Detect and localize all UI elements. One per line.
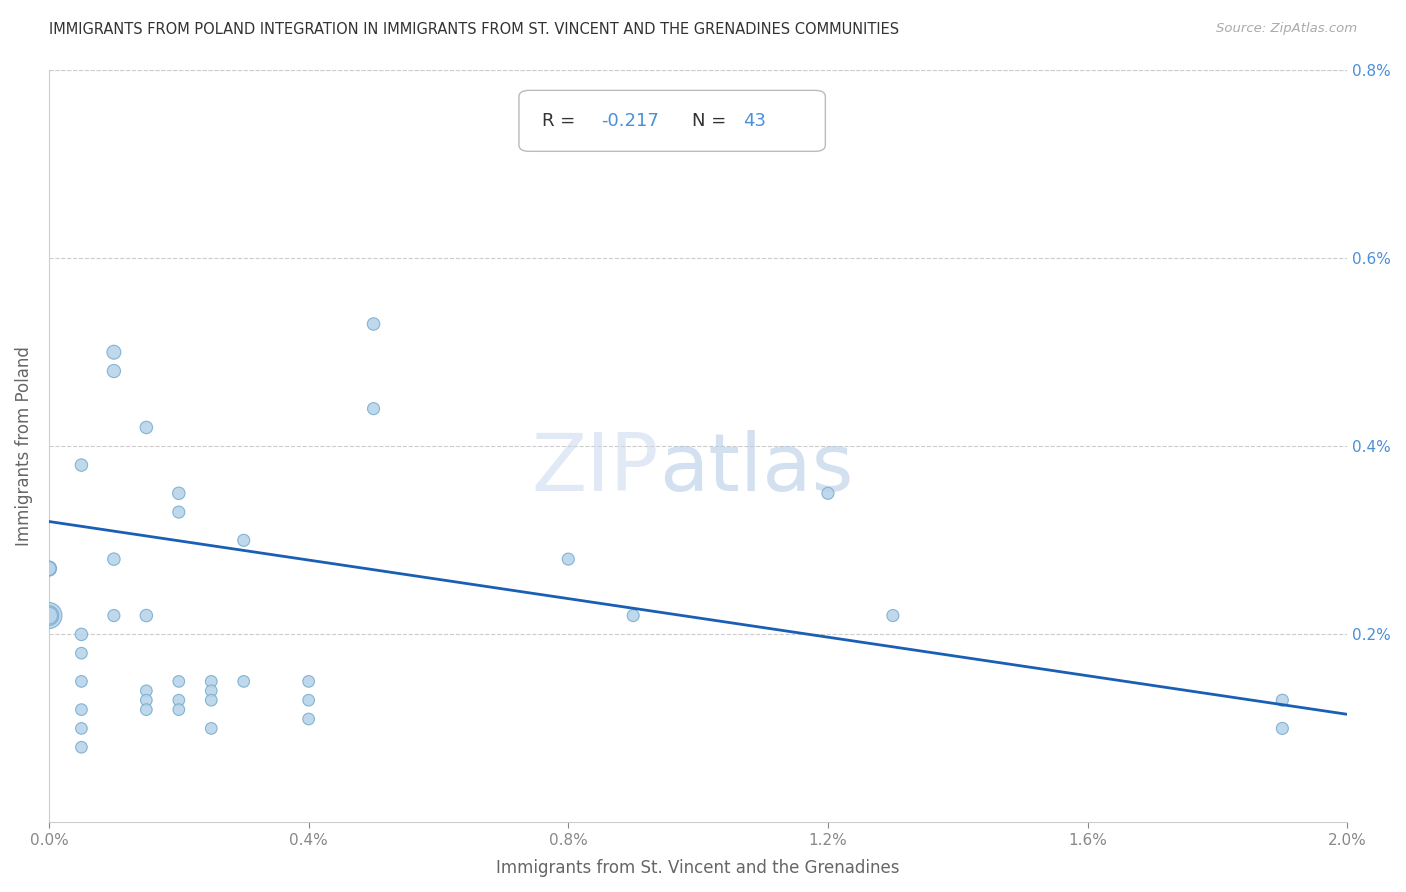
Point (621, 608, 644, 623)
Point (232, 674, 254, 689)
Y-axis label: Immigrants from Poland: Immigrants from Poland (15, 346, 32, 546)
Point (38, 608, 60, 623)
Point (135, 683, 157, 698)
Point (38, 608, 60, 623)
Point (200, 683, 222, 698)
Text: N =: N = (692, 112, 731, 130)
Point (200, 674, 222, 689)
Point (103, 552, 125, 566)
Point (38, 608, 60, 623)
Point (135, 703, 157, 717)
Point (70, 674, 93, 689)
Point (1271, 693, 1294, 707)
Point (167, 486, 190, 500)
Point (70, 722, 93, 736)
Point (298, 674, 321, 689)
Point (70, 703, 93, 717)
Text: R =: R = (543, 112, 581, 130)
Point (103, 345, 125, 359)
Text: atlas: atlas (659, 430, 853, 508)
Point (1271, 722, 1294, 736)
X-axis label: Immigrants from St. Vincent and the Grenadines: Immigrants from St. Vincent and the Gren… (496, 859, 900, 877)
Point (200, 722, 222, 736)
Point (167, 505, 190, 519)
Point (363, 317, 385, 331)
Point (298, 712, 321, 726)
Point (70, 458, 93, 472)
Point (38, 561, 60, 575)
Point (882, 608, 904, 623)
Text: -0.217: -0.217 (600, 112, 658, 130)
Point (363, 401, 385, 416)
Point (70, 646, 93, 660)
Text: IMMIGRANTS FROM POLAND INTEGRATION IN IMMIGRANTS FROM ST. VINCENT AND THE GRENAD: IMMIGRANTS FROM POLAND INTEGRATION IN IM… (49, 22, 900, 37)
Point (38, 561, 60, 575)
Point (167, 674, 190, 689)
Text: ZIP: ZIP (531, 430, 659, 508)
Point (70, 740, 93, 755)
Text: 43: 43 (744, 112, 766, 130)
Point (70, 627, 93, 641)
Point (135, 420, 157, 434)
Point (557, 552, 579, 566)
Point (135, 693, 157, 707)
Point (200, 693, 222, 707)
FancyBboxPatch shape (519, 90, 825, 152)
Point (103, 364, 125, 378)
Point (135, 608, 157, 623)
Point (298, 693, 321, 707)
Point (167, 703, 190, 717)
Point (232, 533, 254, 548)
Point (817, 486, 839, 500)
Point (167, 693, 190, 707)
Point (103, 608, 125, 623)
Text: Source: ZipAtlas.com: Source: ZipAtlas.com (1216, 22, 1357, 36)
